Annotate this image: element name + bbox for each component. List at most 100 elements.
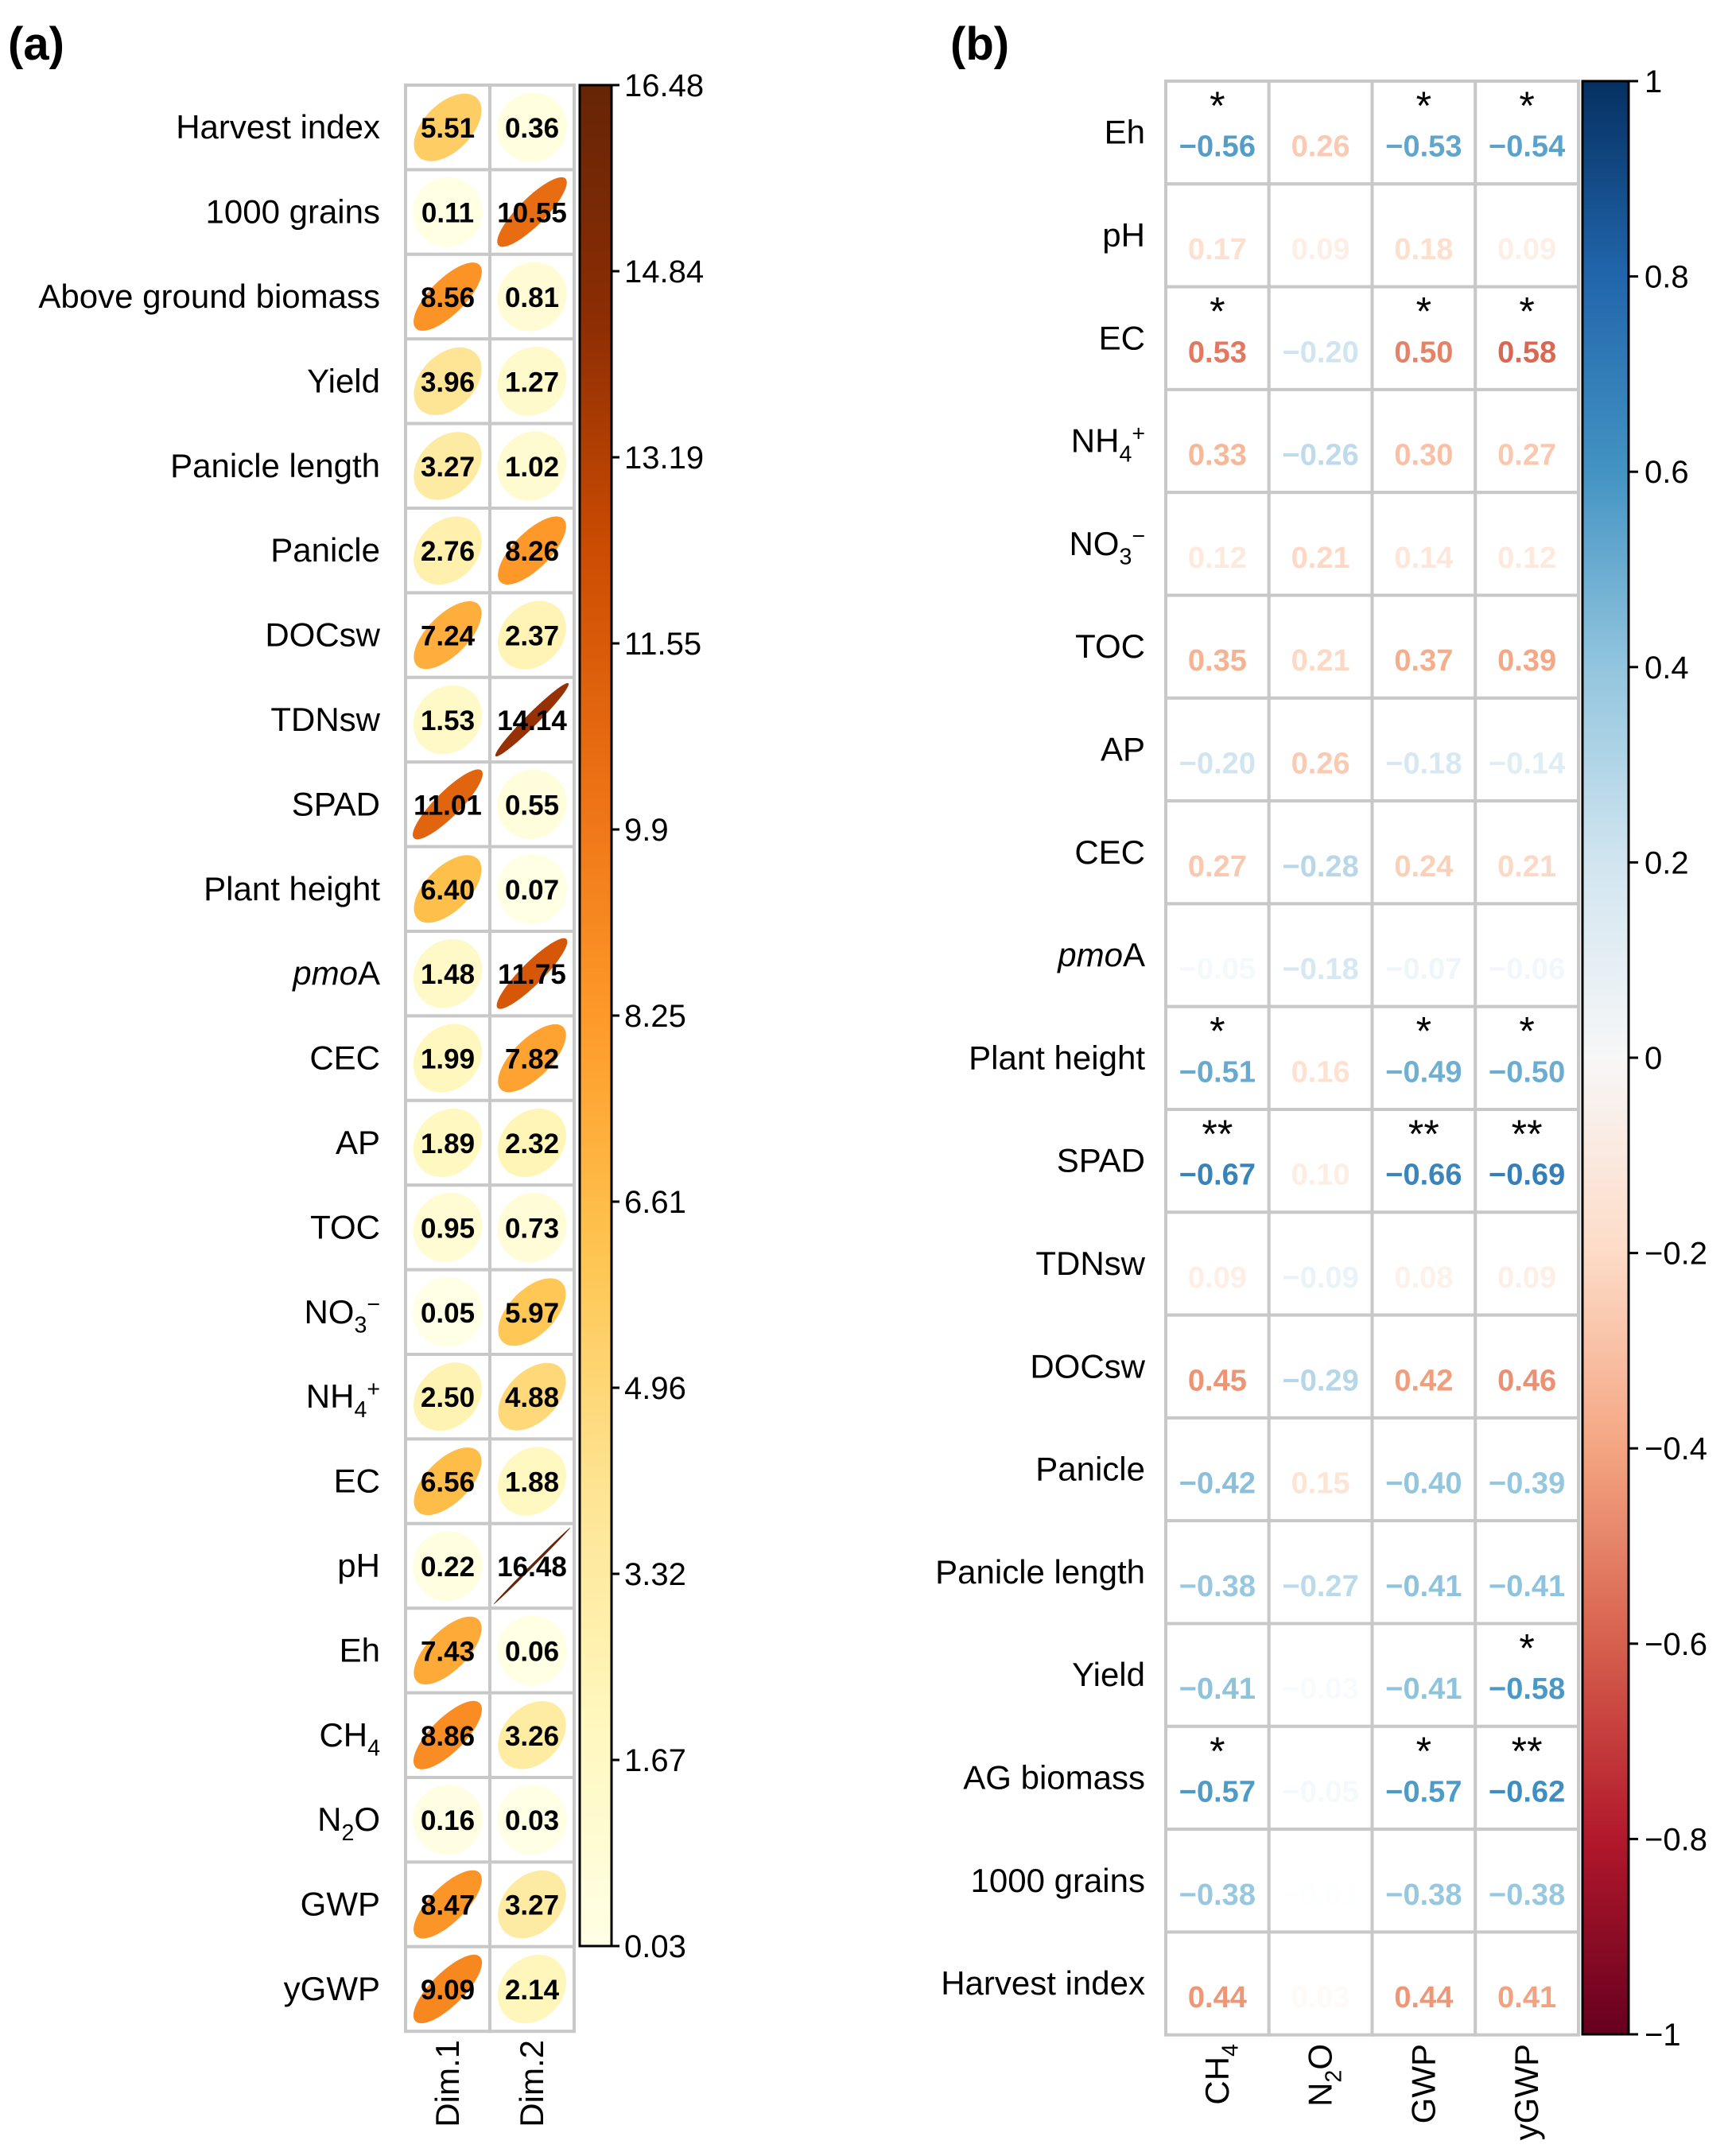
value-ellipse [496,938,568,1009]
significance-marker: * [1519,1009,1534,1054]
correlation-value-label: −0.39 [1489,1467,1565,1501]
cell-value-label: 0.95 [421,1213,475,1244]
row-label-b: Panicle [1035,1451,1145,1488]
value-ellipse [414,1362,482,1432]
row-label-a: AP [336,1124,380,1161]
value-ellipse [413,1024,483,1093]
row-label-b: Panicle length [935,1553,1145,1591]
cell-value-label: 1.02 [505,452,559,483]
correlation-value-label: 0.21 [1291,644,1350,678]
correlation-value-label: −0.49 [1385,1055,1462,1089]
correlation-cell [1474,285,1580,391]
value-ellipse [497,769,567,840]
colorbar-b-tick: 0.4 [1645,651,1689,686]
value-ellipse [414,1870,482,1939]
correlation-cell [1267,902,1374,1008]
correlation-value-label: −0.28 [1283,850,1359,884]
correlation-value-label: −0.05 [1179,953,1256,986]
correlation-value-label: −0.40 [1385,1467,1462,1501]
correlation-value-label: 0.18 [1394,233,1453,266]
correlation-cell [1370,491,1478,597]
correlation-cell [1267,1416,1374,1523]
value-ellipse [413,1700,483,1769]
cell-value-label: 6.40 [421,875,475,906]
row-label-a: Panicle length [170,447,380,484]
correlation-cell [1164,182,1271,289]
row-label-a: Panicle [270,531,380,569]
column-label-b: N2O [1302,2044,1347,2107]
colorbar-b-tick: −0.2 [1645,1237,1707,1272]
row-label-b: pmoA [1056,936,1145,973]
correlation-value-label: −0.03 [1283,1672,1359,1706]
correlation-cell [1474,182,1580,289]
row-label-b: EC [1099,319,1145,356]
cell-value-label: 1.89 [421,1129,475,1160]
value-ellipse [413,685,483,755]
value-ellipse [498,600,566,670]
correlation-value-label: 0.08 [1394,1261,1453,1295]
panel-b-correlation-matrix: Eh −0.56*0.26 −0.53*−0.54*pH 0.17 0.09 0.18 0.… [935,64,1707,2140]
correlation-value-label: 0.45 [1188,1364,1247,1397]
value-ellipse [497,853,567,924]
correlation-value-label: −0.57 [1179,1775,1256,1808]
colorbar-b-tick: −0.4 [1645,1432,1707,1466]
correlation-cell [1370,1519,1478,1626]
value-ellipse [413,177,483,247]
value-ellipse [413,1108,483,1178]
correlation-value-label: 0.03 [1291,1981,1350,2014]
column-label-a: Dim.2 [513,2040,550,2127]
correlation-value-label: −0.57 [1385,1775,1462,1808]
correlation-cell [1474,1828,1580,1934]
correlation-cell [1474,799,1580,906]
value-ellipse [497,262,567,332]
cell-value-label: 8.56 [421,282,475,313]
panel-a-label: (a) [8,18,64,70]
significance-marker: * [1416,289,1431,334]
correlation-value-label: 0.33 [1188,439,1247,472]
cell-value-label: 0.36 [505,113,559,144]
cell-value-label: 5.51 [421,113,475,144]
value-ellipse [413,1531,483,1601]
cell-value-label: 0.22 [421,1552,475,1583]
correlation-cell [1474,491,1580,597]
significance-marker: * [1210,289,1225,334]
row-label-a: NH4+ [306,1377,380,1423]
cell-value-label: 3.26 [505,1721,559,1752]
correlation-value-label: 0.17 [1188,233,1247,266]
correlation-cell [1474,902,1580,1008]
significance-marker: ** [1512,1729,1543,1773]
significance-marker: * [1519,84,1534,128]
row-label-b: DOCsw [1030,1347,1145,1385]
correlation-value-label: 0.26 [1291,747,1350,780]
row-label-b: TDNsw [1035,1245,1145,1282]
significance-marker: * [1416,1009,1431,1054]
correlation-value-label: −0.54 [1489,130,1565,164]
value-ellipse [413,769,483,840]
row-label-b: SPAD [1057,1142,1145,1179]
correlation-cell [1267,1724,1374,1832]
row-label-b: TOC [1075,627,1145,665]
correlation-value-label: 0.35 [1188,644,1247,678]
value-ellipse [498,1109,566,1177]
correlation-cell [1370,1004,1478,1111]
cell-value-label: 0.55 [505,790,559,821]
value-ellipse [413,938,483,1008]
correlation-value-label: 0.21 [1497,850,1556,884]
value-ellipse [414,262,482,331]
cell-value-label: 0.16 [421,1805,475,1836]
correlation-cell [1267,1313,1374,1420]
cell-value-label: 3.27 [421,452,475,483]
cell-value-label: 6.56 [421,1467,475,1498]
correlation-value-label: −0.14 [1489,747,1565,780]
row-label-b: AG biomass [963,1758,1145,1796]
cell-value-label: 1.99 [421,1044,475,1075]
correlation-cell [1474,696,1580,803]
cell-value-label: 0.11 [421,198,474,229]
colorbar-b-tick: 1 [1645,64,1662,99]
colorbar-a [578,84,613,1948]
correlation-value-label: 0.50 [1394,336,1453,369]
cell-value-label: 7.82 [505,1044,559,1075]
cell-value-label: 0.07 [505,875,559,906]
row-label-a: Eh [340,1631,380,1668]
